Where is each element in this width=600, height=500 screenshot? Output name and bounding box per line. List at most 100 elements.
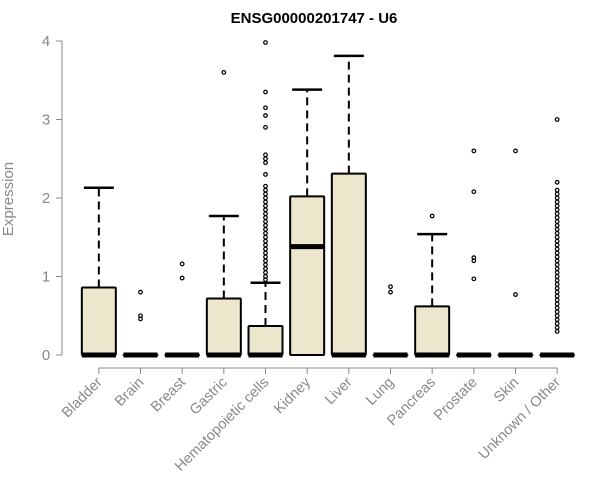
outlier-point bbox=[263, 262, 268, 268]
outlier-point bbox=[554, 262, 560, 268]
outlier-point bbox=[554, 250, 560, 256]
outlier-point bbox=[263, 270, 268, 275]
outlier-point bbox=[263, 203, 268, 209]
y-tick-label: 3 bbox=[42, 112, 50, 129]
outlier-point bbox=[263, 187, 268, 193]
outlier-point bbox=[263, 172, 268, 177]
outlier-point bbox=[138, 289, 143, 295]
outlier-point bbox=[263, 242, 268, 248]
outlier-point bbox=[263, 195, 268, 201]
outlier-point bbox=[263, 89, 268, 95]
outlier-point bbox=[554, 329, 560, 334]
outlier-point bbox=[263, 160, 268, 166]
outlier-point bbox=[179, 275, 185, 281]
outlier-point bbox=[554, 317, 560, 323]
outlier-point bbox=[554, 223, 560, 228]
box-prostate bbox=[455, 148, 492, 358]
outlier-point bbox=[554, 309, 560, 315]
outlier-point bbox=[554, 179, 560, 185]
outlier-point bbox=[513, 148, 518, 154]
outlier-point bbox=[221, 69, 227, 75]
outlier-point bbox=[263, 211, 268, 217]
outlier-point bbox=[554, 281, 560, 287]
outlier-point bbox=[554, 246, 560, 252]
outlier-point bbox=[554, 211, 560, 217]
x-tick-label: Liver bbox=[322, 374, 356, 408]
y-axis-label: Expression bbox=[0, 162, 17, 236]
outlier-point bbox=[554, 215, 560, 221]
outlier-point bbox=[554, 313, 560, 319]
outlier-point bbox=[554, 203, 560, 209]
box-lung bbox=[372, 284, 409, 358]
box-hematopoietic-cells bbox=[247, 40, 284, 358]
outlier-point bbox=[554, 285, 560, 291]
outlier-point bbox=[554, 254, 560, 260]
outlier-point bbox=[554, 289, 560, 295]
outlier-point bbox=[138, 313, 143, 319]
x-tick-label: Breast bbox=[148, 375, 189, 416]
outlier-point bbox=[554, 226, 560, 232]
outlier-point bbox=[554, 293, 560, 299]
outlier-point bbox=[471, 189, 477, 195]
outlier-point bbox=[263, 124, 268, 130]
outlier-point bbox=[554, 117, 560, 122]
outlier-point bbox=[263, 258, 268, 264]
outlier-point bbox=[554, 297, 560, 303]
x-tick-label: Brain bbox=[112, 375, 147, 410]
outlier-point bbox=[554, 219, 560, 224]
outlier-point bbox=[554, 230, 560, 236]
box-body bbox=[205, 297, 242, 357]
outlier-point bbox=[554, 270, 560, 275]
outlier-point bbox=[263, 191, 268, 197]
box-pancreas bbox=[414, 213, 451, 358]
outlier-point bbox=[554, 301, 560, 307]
outlier-point bbox=[263, 215, 268, 221]
x-tick-label: Lung bbox=[363, 375, 397, 409]
outlier-point bbox=[554, 238, 560, 244]
outlier-point bbox=[263, 238, 268, 244]
outlier-point bbox=[554, 242, 560, 248]
outlier-point bbox=[179, 261, 185, 267]
outlier-point bbox=[263, 199, 268, 205]
box-body bbox=[289, 195, 326, 356]
x-tick-label: Prostate bbox=[431, 375, 480, 424]
box-body bbox=[330, 172, 367, 356]
box-kidney bbox=[289, 88, 326, 356]
outlier-point bbox=[554, 187, 560, 193]
outlier-point bbox=[263, 223, 268, 228]
outlier-point bbox=[263, 226, 268, 232]
x-tick-label: Bladder bbox=[59, 374, 106, 421]
outlier-point bbox=[388, 289, 393, 295]
y-tick-label: 1 bbox=[42, 269, 50, 286]
outlier-point bbox=[471, 148, 477, 154]
outlier-point bbox=[263, 246, 268, 252]
outlier-point bbox=[263, 266, 268, 272]
outlier-point bbox=[554, 278, 560, 283]
outlier-point bbox=[263, 183, 268, 189]
box-gastric bbox=[205, 69, 242, 358]
outlier-point bbox=[554, 207, 560, 213]
box-body bbox=[414, 305, 451, 356]
outlier-point bbox=[388, 284, 393, 290]
outlier-point bbox=[263, 234, 268, 240]
outlier-point bbox=[263, 207, 268, 213]
y-tick-label: 0 bbox=[42, 347, 50, 364]
outlier-point bbox=[554, 266, 560, 272]
outlier-point bbox=[263, 230, 268, 236]
y-tick-label: 2 bbox=[42, 190, 50, 207]
outlier-point bbox=[554, 274, 560, 279]
box-bladder bbox=[80, 186, 117, 358]
outlier-point bbox=[554, 191, 560, 197]
outlier-point bbox=[554, 321, 560, 327]
box-breast bbox=[164, 261, 201, 358]
outlier-point bbox=[554, 325, 560, 330]
outlier-point bbox=[471, 276, 477, 282]
box-brain bbox=[122, 289, 159, 358]
chart-title: ENSG00000201747 - U6 bbox=[231, 10, 398, 27]
x-tick-label: Skin bbox=[491, 375, 522, 406]
box-skin bbox=[497, 148, 534, 358]
box-liver bbox=[330, 54, 367, 358]
box-body bbox=[80, 286, 117, 356]
outlier-point bbox=[554, 199, 560, 205]
